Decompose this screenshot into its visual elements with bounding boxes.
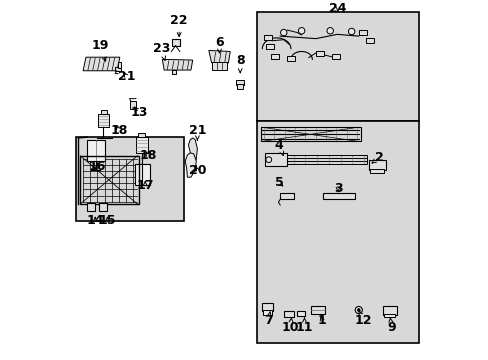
Text: 19: 19 [91, 39, 108, 61]
Bar [171, 39, 179, 46]
Bar [118, 62, 121, 68]
Text: 5: 5 [274, 176, 283, 189]
Text: 22: 22 [170, 14, 187, 37]
Bar [264, 35, 271, 40]
Text: 15: 15 [99, 214, 116, 227]
Bar [190, 165, 196, 170]
Bar [358, 30, 366, 35]
Text: 3: 3 [333, 182, 342, 195]
Text: 10: 10 [281, 318, 298, 334]
Bar [171, 70, 176, 74]
Bar [237, 84, 242, 89]
Text: 17: 17 [136, 179, 154, 192]
Circle shape [354, 306, 362, 314]
Text: 11: 11 [295, 318, 313, 334]
Bar [263, 310, 271, 315]
Bar [323, 193, 354, 199]
Text: 12: 12 [354, 311, 371, 327]
Bar [98, 114, 108, 127]
Circle shape [265, 157, 271, 163]
Text: 4: 4 [274, 139, 283, 156]
Bar [257, 12, 418, 121]
Bar [257, 121, 418, 343]
Bar [101, 110, 106, 114]
Circle shape [280, 30, 286, 36]
Text: 23: 23 [152, 42, 170, 60]
Text: 18: 18 [139, 149, 157, 162]
Bar [287, 56, 295, 61]
Text: 21: 21 [118, 70, 135, 83]
Circle shape [357, 309, 360, 311]
Bar [384, 314, 394, 317]
Bar [76, 137, 183, 221]
Text: 8: 8 [235, 54, 244, 73]
Bar [280, 193, 294, 199]
Bar [261, 303, 272, 311]
Text: 1: 1 [317, 314, 326, 327]
Bar [235, 80, 244, 85]
Polygon shape [162, 59, 192, 70]
Text: 7: 7 [264, 311, 273, 327]
Polygon shape [208, 50, 230, 63]
Circle shape [348, 28, 354, 35]
Bar [297, 311, 305, 316]
Bar [264, 153, 286, 166]
Bar [212, 62, 226, 70]
Text: 14: 14 [86, 214, 104, 227]
Bar [115, 67, 121, 71]
Bar [135, 137, 148, 153]
Bar [99, 203, 106, 211]
Bar [86, 140, 104, 161]
Text: 20: 20 [188, 163, 205, 176]
Bar [271, 54, 279, 59]
Text: 13: 13 [130, 107, 147, 120]
Bar [129, 102, 136, 109]
Text: 6: 6 [215, 36, 224, 53]
Polygon shape [83, 57, 120, 71]
Bar [265, 44, 273, 49]
Bar [315, 51, 323, 56]
Bar [365, 38, 373, 43]
Bar [310, 306, 324, 314]
Bar [368, 160, 385, 170]
Text: 2: 2 [371, 151, 383, 164]
Bar [86, 203, 94, 211]
Bar [134, 163, 149, 185]
Bar [138, 133, 144, 137]
Bar [260, 127, 360, 141]
Bar [369, 169, 384, 173]
Polygon shape [185, 153, 196, 177]
Circle shape [298, 28, 304, 34]
Bar [382, 306, 396, 315]
Text: 18: 18 [110, 124, 127, 137]
Circle shape [326, 28, 333, 34]
Bar [331, 54, 339, 59]
Text: 24: 24 [328, 2, 346, 15]
Bar [279, 155, 366, 163]
Polygon shape [188, 138, 197, 166]
Bar [80, 156, 139, 204]
Text: 9: 9 [386, 318, 395, 334]
Bar [283, 311, 294, 317]
Text: 16: 16 [88, 160, 106, 173]
Text: 21: 21 [188, 124, 205, 140]
